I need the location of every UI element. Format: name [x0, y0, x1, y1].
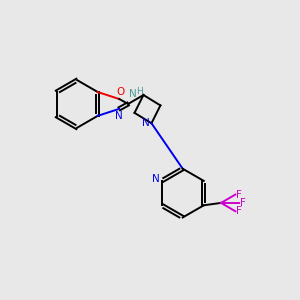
Text: H: H	[136, 87, 143, 96]
Text: N: N	[142, 118, 149, 128]
Text: N: N	[129, 89, 137, 99]
Text: F: F	[240, 198, 246, 208]
Text: F: F	[236, 190, 242, 200]
Text: O: O	[117, 88, 125, 98]
Text: N: N	[116, 111, 123, 121]
Text: F: F	[236, 206, 242, 216]
Text: N: N	[152, 174, 160, 184]
